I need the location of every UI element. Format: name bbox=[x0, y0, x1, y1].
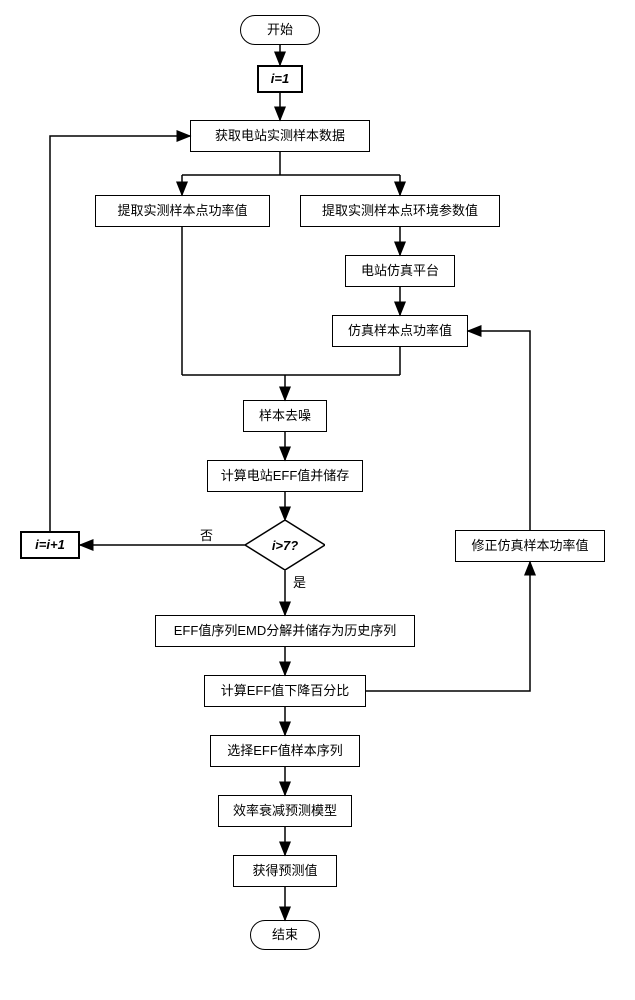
decision-node: i>7? bbox=[245, 520, 325, 570]
end-node: 结束 bbox=[250, 920, 320, 950]
left-power-node: 提取实测样本点功率值 bbox=[95, 195, 270, 227]
select-seq-label: 选择EFF值样本序列 bbox=[227, 743, 343, 760]
right-env-node: 提取实测样本点环境参数值 bbox=[300, 195, 500, 227]
predict-node: 获得预测值 bbox=[233, 855, 337, 887]
select-seq-node: 选择EFF值样本序列 bbox=[210, 735, 360, 767]
decision-label: i>7? bbox=[272, 538, 298, 553]
calc-eff-label: 计算电站EFF值并储存 bbox=[221, 468, 350, 485]
inc-node: i=i+1 bbox=[20, 531, 80, 559]
denoise-node: 样本去噪 bbox=[243, 400, 327, 432]
sim-power-node: 仿真样本点功率值 bbox=[332, 315, 468, 347]
calc-drop-label: 计算EFF值下降百分比 bbox=[221, 683, 350, 700]
emd-label: EFF值序列EMD分解并储存为历史序列 bbox=[174, 623, 396, 640]
sim-platform-node: 电站仿真平台 bbox=[345, 255, 455, 287]
calc-eff-node: 计算电站EFF值并储存 bbox=[207, 460, 363, 492]
yes-label: 是 bbox=[293, 572, 306, 591]
model-node: 效率衰减预测模型 bbox=[218, 795, 352, 827]
correct-node: 修正仿真样本功率值 bbox=[455, 530, 605, 562]
init-node: i=1 bbox=[257, 65, 303, 93]
calc-drop-node: 计算EFF值下降百分比 bbox=[204, 675, 366, 707]
get-data-node: 获取电站实测样本数据 bbox=[190, 120, 370, 152]
start-node: 开始 bbox=[240, 15, 320, 45]
no-label: 否 bbox=[200, 525, 213, 544]
emd-node: EFF值序列EMD分解并储存为历史序列 bbox=[155, 615, 415, 647]
